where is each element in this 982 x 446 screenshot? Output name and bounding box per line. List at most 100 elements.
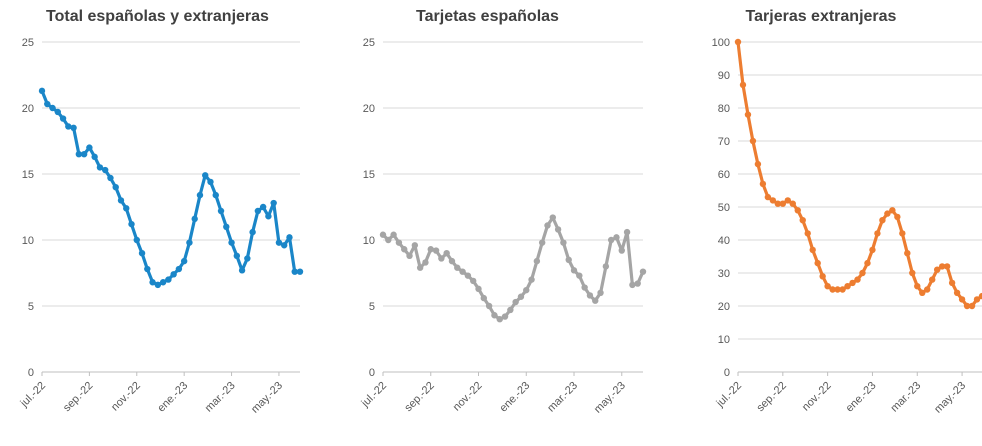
y-tick-label: 0 [724, 367, 730, 379]
x-tick-label: sep.-22 [754, 380, 788, 414]
data-point [249, 228, 256, 236]
data-point [207, 178, 214, 186]
y-tick-label: 60 [718, 169, 730, 181]
data-point [570, 267, 578, 274]
y-tick-label: 20 [363, 103, 375, 115]
x-tick-label: may.-23 [249, 380, 285, 416]
x-tick-label: nov.-22 [451, 380, 485, 414]
x-tick-label: jul.-22 [359, 380, 389, 410]
x-tick-label: may.-23 [592, 380, 628, 416]
data-point [259, 203, 267, 211]
data-point [149, 279, 156, 286]
data-point [265, 213, 272, 220]
data-point [432, 247, 440, 254]
data-point [576, 272, 583, 279]
x-tick-label: mar.-23 [889, 380, 924, 415]
data-point [968, 302, 976, 310]
y-tick-label: 50 [718, 202, 730, 214]
data-point [438, 255, 445, 262]
data-point [395, 239, 403, 246]
data-point [165, 276, 172, 283]
data-point [191, 215, 198, 223]
y-tick-label: 10 [718, 334, 730, 346]
y-tick-label: 15 [22, 169, 34, 181]
data-point [607, 236, 615, 244]
y-tick-label: 90 [718, 70, 730, 82]
data-point [422, 259, 429, 266]
data-point [884, 210, 891, 217]
data-point [186, 239, 193, 246]
x-tick-label: sep.-22 [402, 380, 436, 414]
series-line [40, 89, 302, 287]
data-point [774, 200, 782, 207]
data-point [933, 266, 941, 273]
data-point [597, 289, 604, 296]
data-point [544, 222, 551, 229]
data-point [401, 246, 408, 253]
data-point [238, 267, 246, 274]
data-point [623, 228, 631, 236]
data-point [406, 252, 413, 260]
data-point [824, 283, 831, 290]
data-point [533, 257, 541, 265]
data-point [86, 144, 93, 151]
data-point [592, 297, 599, 304]
chart-panel-espanolas: Tarjetas españolas 0 5 10 15 20 25 jul.-22 sep.… [330, 0, 647, 446]
data-point [117, 197, 125, 204]
data-point [629, 281, 636, 289]
y-tick-label: 15 [363, 169, 375, 181]
data-point [734, 38, 742, 46]
x-tick-label: may.-23 [932, 380, 968, 416]
data-point [929, 276, 936, 283]
data-point [899, 230, 906, 237]
data-point [59, 115, 67, 122]
x-tick-label: sep.-22 [61, 380, 95, 414]
data-point [639, 268, 647, 275]
data-point [894, 213, 901, 221]
data-point [809, 246, 816, 254]
data-point [217, 207, 225, 215]
data-point [70, 124, 77, 131]
data-point [80, 151, 88, 158]
y-tick-label: 5 [28, 301, 34, 313]
y-tick-label: 40 [718, 235, 730, 247]
data-point [924, 286, 931, 293]
data-point [202, 172, 209, 179]
data-point [814, 259, 821, 267]
data-point [154, 281, 162, 289]
x-tick-label: ene.-23 [844, 380, 879, 415]
data-point [286, 234, 293, 241]
data-point [54, 108, 61, 116]
data-point [296, 268, 304, 275]
data-point [170, 271, 177, 278]
y-tick-label: 20 [718, 301, 730, 313]
data-point [759, 180, 767, 188]
data-point [978, 292, 982, 300]
data-point [844, 283, 851, 290]
data-point [133, 236, 140, 244]
data-point [275, 239, 283, 246]
data-point [454, 264, 461, 271]
data-point [480, 294, 488, 302]
chart-extranjeras: 0 10 20 30 40 50 60 70 80 90 100 jul.-22 sep.-22 nov.… [712, 37, 982, 416]
x-tick-label: mar.-23 [203, 380, 238, 415]
chart-panel-extranjeras: Tarjeras extranjeras 0 10 20 30 40 50 60 70 80 90… [660, 0, 982, 446]
data-point [416, 264, 424, 271]
data-point [618, 247, 625, 254]
data-point [496, 316, 503, 323]
data-point [874, 230, 881, 237]
y-tick-label: 30 [718, 268, 730, 280]
data-point [291, 268, 298, 275]
data-point [789, 200, 796, 207]
data-point [233, 252, 241, 260]
data-point [196, 191, 204, 199]
data-point [379, 231, 387, 238]
data-point [804, 230, 811, 237]
data-point [943, 263, 951, 270]
data-point [834, 286, 841, 293]
y-tick-label: 10 [22, 235, 34, 247]
data-point [459, 268, 466, 275]
data-point [464, 272, 472, 279]
data-point [849, 279, 856, 287]
data-point [769, 197, 777, 204]
